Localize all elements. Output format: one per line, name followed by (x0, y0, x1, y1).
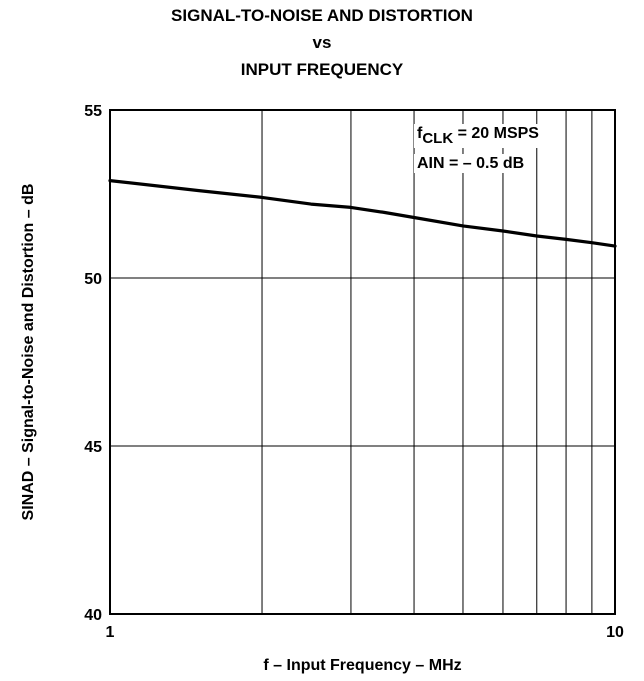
x-tick-label: 1 (106, 624, 115, 641)
x-tick-label: 10 (606, 624, 624, 641)
chart-title-line-1: SIGNAL-TO-NOISE AND DISTORTION (171, 6, 473, 25)
annotation-backing (414, 154, 528, 173)
annotation-fclk-rest: = 20 MSPS (453, 125, 539, 142)
grid-layer (110, 110, 615, 614)
x-axis-label: f – Input Frequency – MHz (263, 657, 461, 674)
y-axis-label: SINAD – Signal-to-Noise and Distortion –… (20, 184, 37, 521)
y-tick-label: 40 (84, 607, 102, 624)
y-tick-label: 55 (84, 103, 102, 120)
annotation-ain: AIN = – 0.5 dB (417, 155, 524, 172)
annotation-fclk-main: f (417, 125, 423, 142)
tick-layer: 40 45 50 55 1 10 (84, 103, 624, 641)
annotation-backing (414, 124, 543, 148)
chart-title-line-2: vs (312, 33, 332, 52)
y-tick-label: 50 (84, 271, 102, 288)
annotation-fclk: fCLK = 20 MSPS (417, 125, 539, 147)
series-line-sinad (108, 179, 617, 248)
plot-frame (109, 109, 616, 615)
chart-title-line-3: INPUT FREQUENCY (240, 60, 404, 79)
y-tick-label: 45 (84, 439, 102, 456)
annotation-fclk-sub: CLK (422, 130, 453, 147)
